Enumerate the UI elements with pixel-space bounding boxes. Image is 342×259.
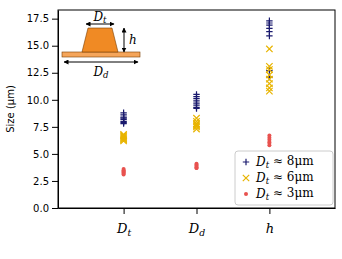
text-part: D — [116, 221, 128, 236]
legend: Dt ≈ 8μmDt ≈ 6μmDt ≈ 3μm — [235, 151, 333, 205]
x-tick-label: h — [266, 221, 274, 236]
y-tick-label: 2.5 — [33, 176, 49, 187]
y-tick-label: 15.0 — [27, 40, 49, 51]
text-subscript: t — [127, 227, 131, 238]
y-axis-line — [58, 11, 59, 209]
y-tick-label: 0.0 — [33, 203, 49, 214]
inset-label: Dd — [92, 65, 109, 80]
inset-label: h — [129, 33, 137, 47]
y-tick-mark — [52, 208, 58, 209]
legend-marker — [244, 192, 248, 196]
y-tick-mark — [52, 73, 58, 74]
x-axis: DtDdh — [59, 208, 336, 238]
x-tick: Dd — [188, 208, 205, 238]
inset-body — [82, 28, 118, 52]
legend-label: Dt ≈ 8μm — [255, 154, 314, 170]
legend-label: Dt ≈ 6μm — [255, 170, 314, 186]
y-tick-label: 5.0 — [33, 149, 49, 160]
y-tick: 7.5 — [33, 122, 58, 133]
point — [193, 105, 199, 111]
y-tick: 2.5 — [33, 176, 58, 187]
y-tick-label: 10.0 — [27, 95, 49, 106]
x-tick-mark — [124, 208, 125, 214]
y-tick: 5.0 — [33, 149, 58, 160]
x-tick-label: Dd — [188, 221, 205, 238]
x-tick: Dt — [116, 208, 131, 238]
text-subscript: t — [103, 15, 107, 25]
legend-label: Dt ≈ 3μm — [255, 186, 314, 202]
x-tick-label: Dt — [116, 221, 131, 238]
point — [120, 120, 126, 126]
point — [266, 66, 272, 72]
y-tick-mark — [52, 181, 58, 182]
point — [193, 126, 199, 132]
chart: 0.02.55.07.510.012.515.017.5DtDdhSize (μ… — [0, 0, 342, 259]
y-tick-mark — [52, 19, 58, 20]
legend-marker — [243, 175, 249, 181]
text-part: D — [255, 155, 266, 169]
text-part: h — [266, 221, 274, 236]
text-part: D — [92, 10, 103, 24]
point — [193, 123, 199, 129]
point — [193, 115, 199, 121]
inset: Dt h Dd — [62, 10, 140, 80]
inset-arrow — [124, 28, 125, 52]
text-part: D — [92, 65, 103, 79]
y-tick-label: 17.5 — [27, 13, 49, 24]
series — [120, 18, 272, 127]
y-tick-mark — [52, 127, 58, 128]
point — [195, 166, 199, 170]
legend-box — [235, 151, 333, 205]
text-part: ≈ 8μm — [269, 154, 314, 168]
point — [267, 143, 271, 147]
point — [195, 166, 199, 170]
point — [266, 33, 272, 39]
point — [266, 85, 272, 91]
text-subscript: d — [199, 227, 205, 238]
y-tick-label: 12.5 — [27, 67, 49, 78]
y-tick: 17.5 — [27, 13, 58, 24]
legend-marker — [243, 159, 249, 165]
series — [120, 46, 272, 144]
y-tick-mark — [52, 100, 58, 101]
y-tick-mark — [52, 46, 58, 47]
point — [266, 63, 272, 69]
point — [120, 138, 126, 144]
y-axis: 0.0 2.5 5.0 7.5 10.0 12.5 15.0 17.5 — [27, 11, 59, 214]
text-part: h — [129, 33, 137, 47]
y-tick: 10.0 — [27, 95, 58, 106]
text-part: D — [255, 171, 266, 185]
text-part: D — [255, 187, 266, 201]
inset-label: Dt — [92, 10, 107, 25]
y-tick-label: 7.5 — [33, 122, 49, 133]
text-subscript: d — [103, 70, 109, 80]
text-part: D — [188, 221, 200, 236]
y-axis-title: Size (μm) — [5, 85, 16, 133]
y-tick-mark — [52, 154, 58, 155]
inset-base — [62, 52, 140, 57]
point — [266, 46, 272, 52]
y-tick: 15.0 — [27, 40, 58, 51]
x-tick-mark — [197, 208, 198, 214]
x-tick: h — [266, 208, 274, 236]
text-part: ≈ 6μm — [269, 170, 314, 184]
point — [266, 88, 272, 94]
inset-arrow — [64, 62, 138, 63]
y-tick: 12.5 — [27, 67, 58, 78]
plot-frame — [58, 10, 335, 208]
text-part: ≈ 3μm — [269, 186, 314, 200]
point — [122, 172, 126, 176]
y-tick: 0.0 — [33, 203, 58, 214]
point — [120, 137, 126, 143]
x-tick-mark — [269, 208, 270, 214]
